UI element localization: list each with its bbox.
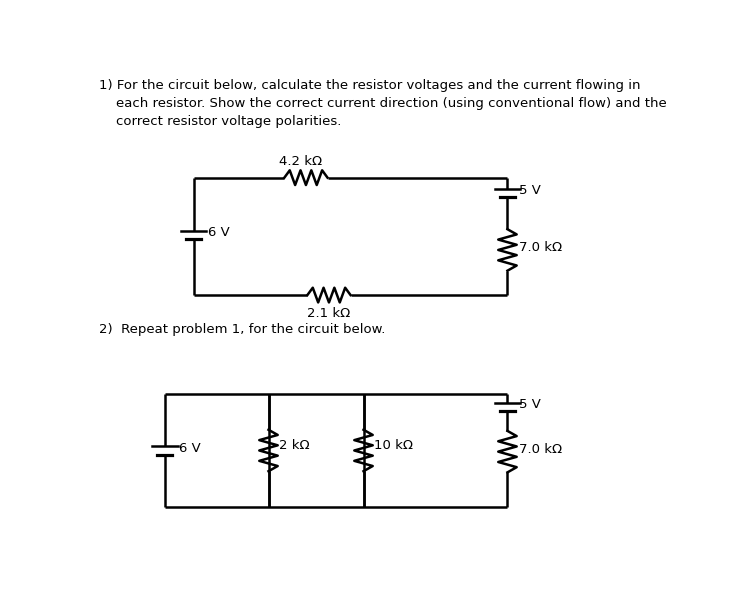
Text: 4.2 kΩ: 4.2 kΩ: [279, 154, 322, 167]
Text: 6 V: 6 V: [208, 227, 230, 239]
Text: 5 V: 5 V: [519, 398, 541, 411]
Text: 1) For the circuit below, calculate the resistor voltages and the current flowin: 1) For the circuit below, calculate the …: [99, 79, 666, 127]
Text: 2 kΩ: 2 kΩ: [279, 440, 310, 452]
Text: 2)  Repeat problem 1, for the circuit below.: 2) Repeat problem 1, for the circuit bel…: [99, 323, 385, 335]
Text: 7.0 kΩ: 7.0 kΩ: [519, 443, 562, 456]
Text: 10 kΩ: 10 kΩ: [374, 440, 413, 452]
Text: 7.0 kΩ: 7.0 kΩ: [519, 241, 562, 254]
Text: 6 V: 6 V: [179, 442, 201, 454]
Text: 5 V: 5 V: [519, 184, 541, 197]
Text: 2.1 kΩ: 2.1 kΩ: [308, 307, 351, 319]
